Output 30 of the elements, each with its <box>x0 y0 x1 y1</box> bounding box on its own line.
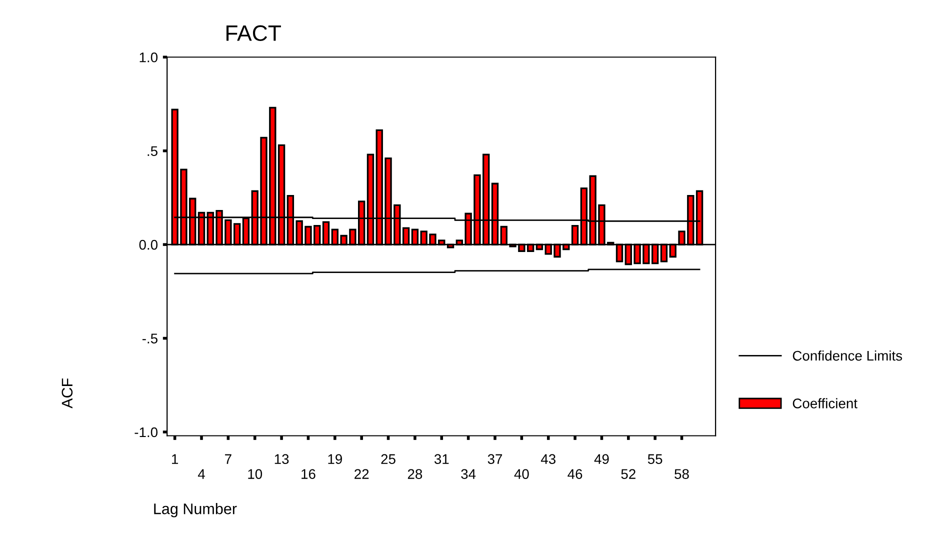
x-tick-label: 31 <box>434 454 449 464</box>
x-tick-label: 34 <box>461 469 476 479</box>
x-tick-label: 22 <box>354 469 369 479</box>
y-tick-label: 1.0 <box>140 52 158 62</box>
x-tick-label: 58 <box>674 469 689 479</box>
y-axis-title: ACF <box>62 378 73 408</box>
x-tick-label: 37 <box>488 454 502 464</box>
y-tick-label: 0.0 <box>139 240 158 250</box>
x-tick-label: 52 <box>621 469 636 479</box>
y-tick-label: -1.0 <box>134 427 158 438</box>
x-tick-label: 16 <box>302 469 316 479</box>
x-tick-label: 49 <box>594 454 609 464</box>
x-tick-label: 4 <box>198 469 205 479</box>
x-tick-label: 40 <box>514 469 529 479</box>
x-axis-title: Lag Number <box>154 503 237 518</box>
x-tick-label: 1 <box>172 454 178 464</box>
chart-title: FACT <box>226 25 281 42</box>
x-tick-label: 10 <box>248 469 262 479</box>
legend-label: Confidence Limits <box>792 350 902 361</box>
y-tick-label: -.5 <box>142 334 158 344</box>
x-tick-label: 19 <box>328 454 342 464</box>
x-tick-label: 25 <box>381 454 396 464</box>
x-tick-label: 7 <box>225 454 232 464</box>
x-tick-label: 13 <box>274 454 289 464</box>
x-tick-label: 43 <box>540 454 556 464</box>
x-tick-label: 55 <box>648 454 662 464</box>
legend-label: Coefficient <box>792 398 858 408</box>
y-tick-label: .5 <box>148 146 158 156</box>
x-tick-label: 46 <box>568 469 582 479</box>
x-tick-label: 28 <box>408 469 422 479</box>
